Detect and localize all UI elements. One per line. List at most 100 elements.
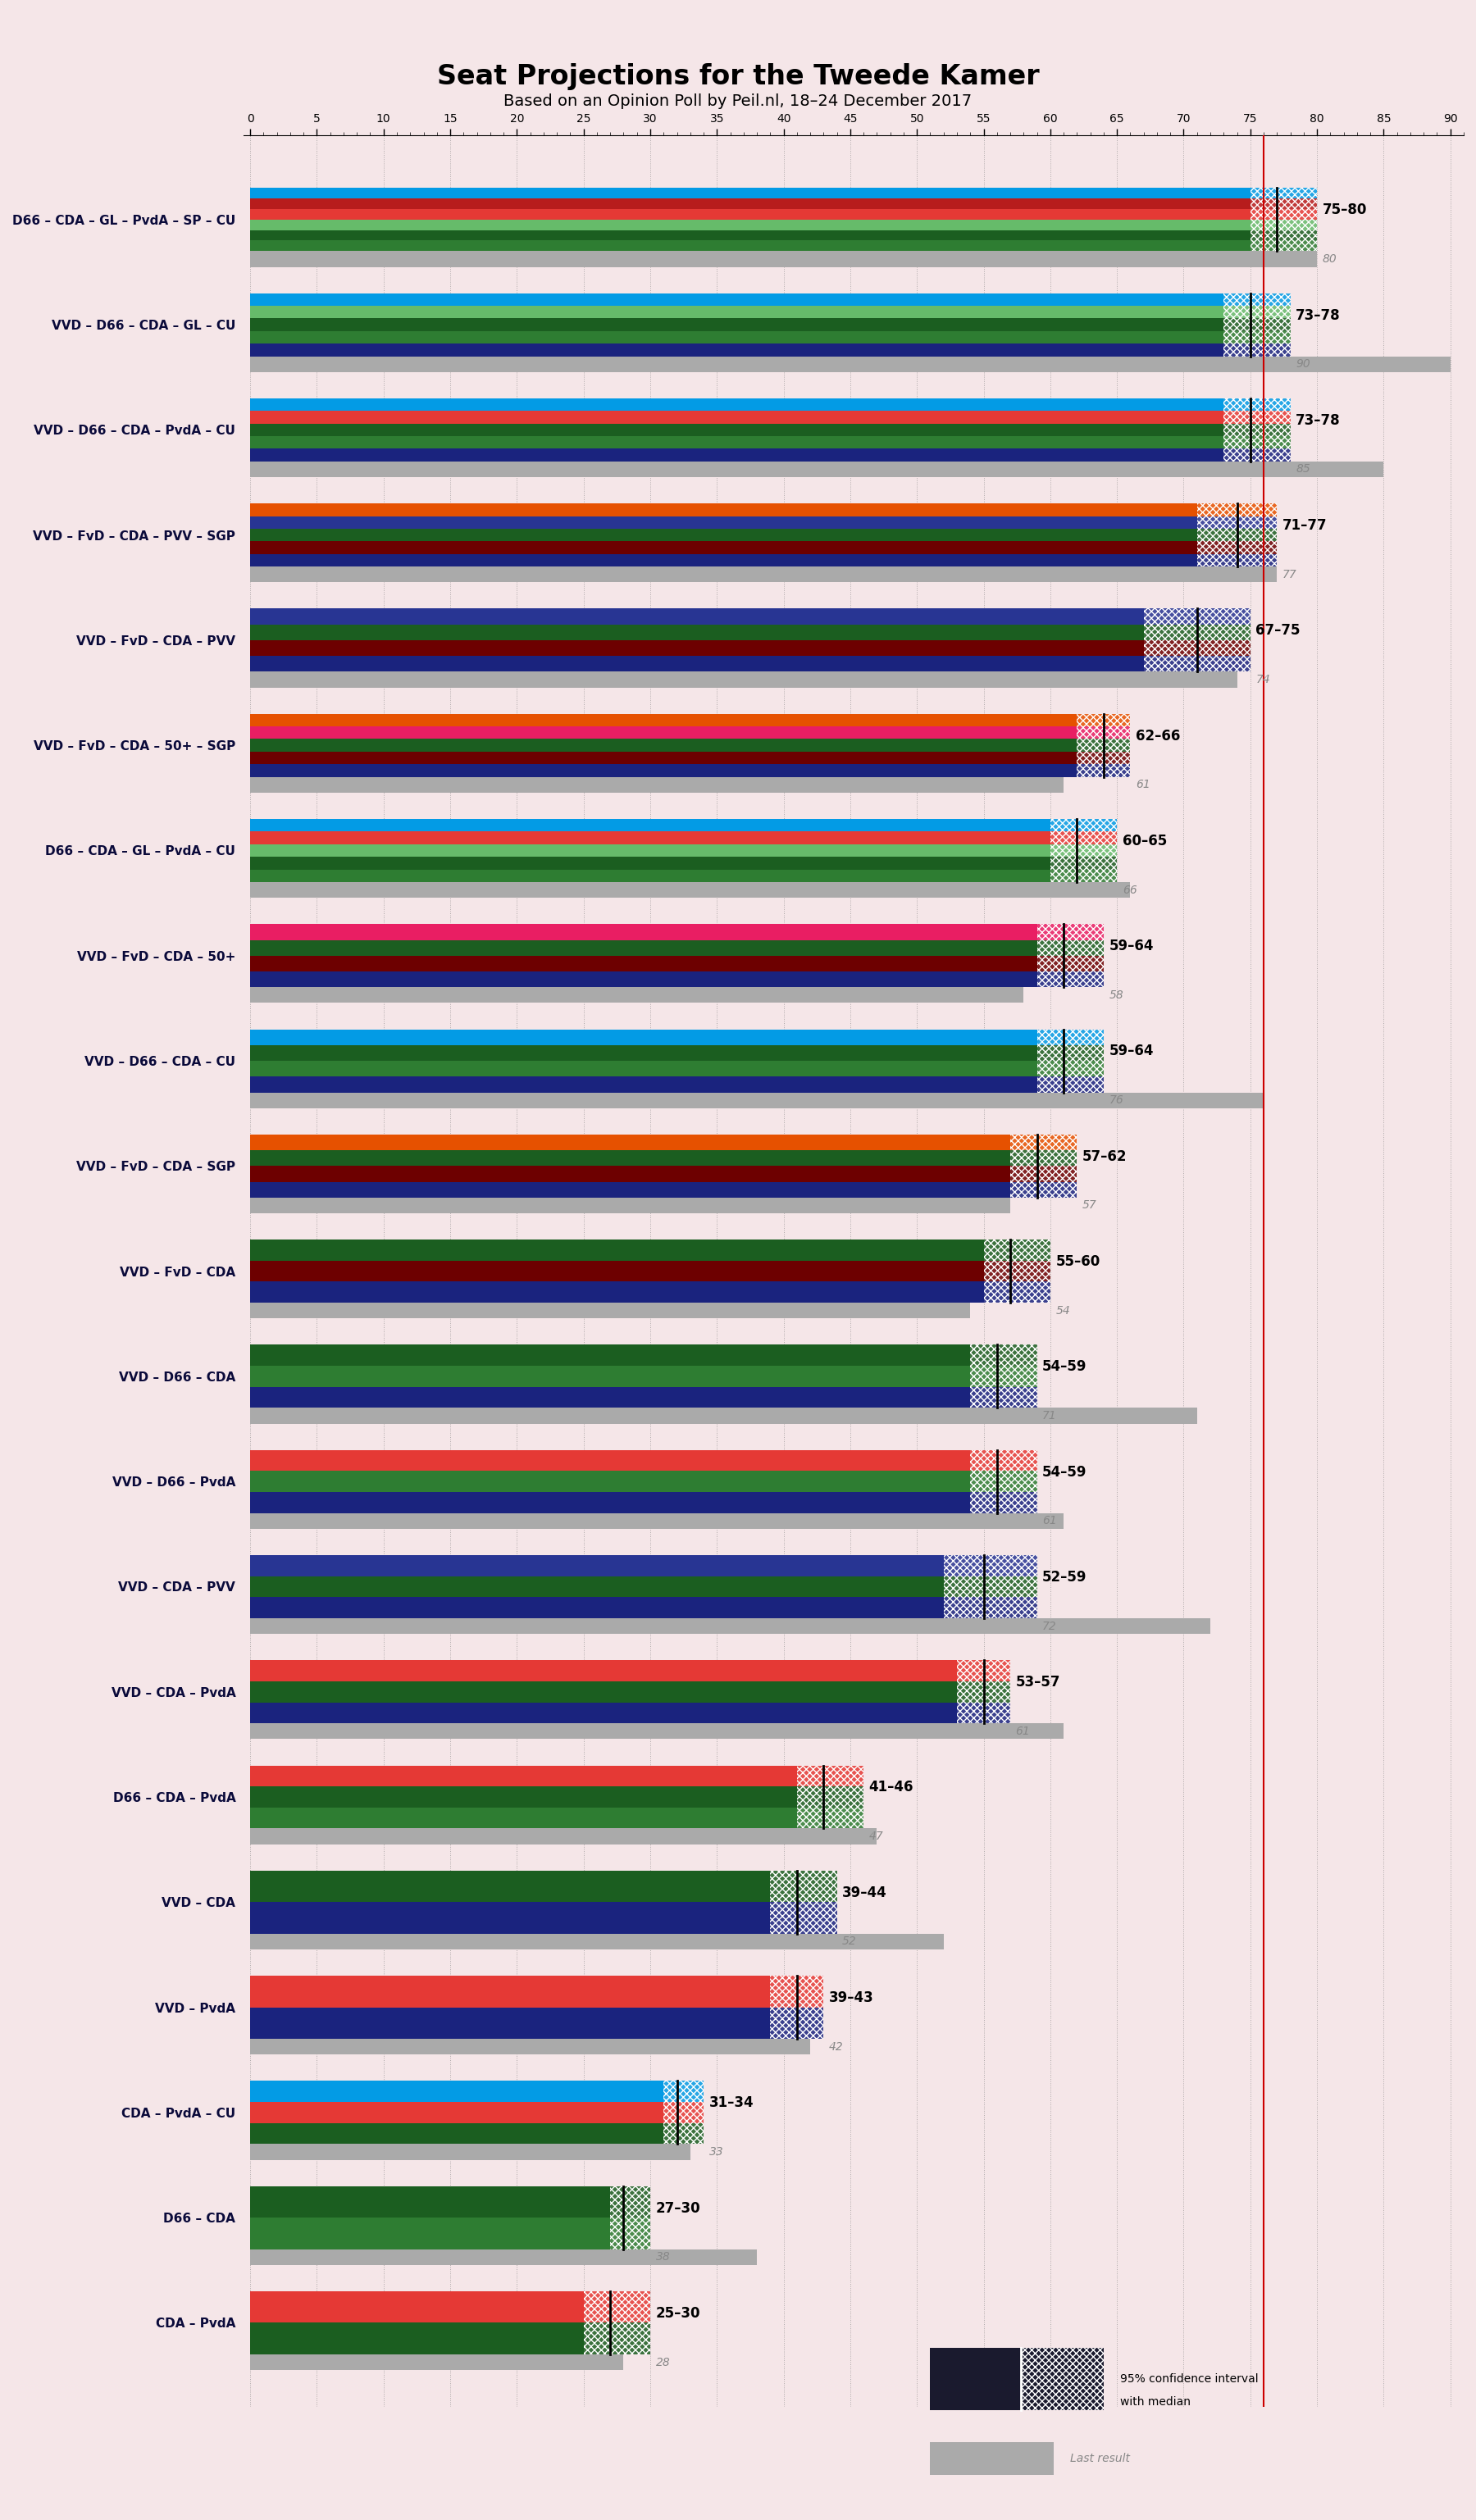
Bar <box>251 764 1077 776</box>
Bar <box>251 2250 757 2265</box>
Text: 60–65: 60–65 <box>1122 834 1168 849</box>
Bar <box>251 726 1077 738</box>
Bar <box>943 1575 1038 1598</box>
Bar <box>1250 189 1317 199</box>
Bar <box>1051 857 1117 869</box>
Bar <box>1197 529 1277 542</box>
Bar <box>797 1787 863 1807</box>
Bar <box>1144 640 1250 655</box>
Text: 57: 57 <box>1082 1200 1097 1212</box>
Bar <box>970 1366 1038 1386</box>
Text: 71: 71 <box>1042 1411 1057 1421</box>
Bar <box>956 1704 1010 1724</box>
Bar <box>610 2185 651 2218</box>
Bar <box>930 2442 1054 2475</box>
Text: 71–77: 71–77 <box>1283 519 1327 532</box>
Bar <box>983 1260 1051 1283</box>
Bar <box>251 1472 970 1492</box>
Text: 57–62: 57–62 <box>1082 1149 1128 1164</box>
Bar <box>1077 713 1131 726</box>
Bar <box>1224 423 1290 436</box>
Bar <box>1250 229 1317 239</box>
Bar <box>1144 625 1250 640</box>
Bar <box>1010 1149 1077 1167</box>
Bar <box>251 1303 970 1318</box>
Bar <box>1038 1046 1104 1061</box>
Bar <box>1077 713 1131 726</box>
Text: 39–43: 39–43 <box>830 1991 874 2006</box>
Bar <box>251 640 1144 655</box>
Bar <box>770 1976 824 2008</box>
Bar <box>1051 819 1117 832</box>
Text: 27–30: 27–30 <box>655 2200 701 2215</box>
Bar <box>983 1240 1051 1260</box>
Bar <box>251 1167 1010 1182</box>
Bar <box>983 1283 1051 1303</box>
Bar <box>1038 940 1104 955</box>
Bar <box>251 2082 664 2102</box>
Text: 61: 61 <box>1042 1515 1057 1527</box>
Bar <box>1224 318 1290 330</box>
Bar <box>251 2122 664 2145</box>
Text: 54: 54 <box>1055 1305 1070 1315</box>
Bar <box>251 1724 1064 1739</box>
Bar <box>943 1555 1038 1575</box>
Text: 61: 61 <box>1015 1726 1030 1736</box>
Bar <box>1224 423 1290 436</box>
Text: 62–66: 62–66 <box>1135 728 1181 743</box>
Text: 85: 85 <box>1296 464 1311 474</box>
Bar <box>1197 529 1277 542</box>
Bar <box>1250 189 1317 199</box>
Bar <box>1077 738 1131 751</box>
Bar <box>251 1283 983 1303</box>
Bar <box>251 832 1051 844</box>
Bar <box>664 2082 704 2102</box>
Bar <box>664 2122 704 2145</box>
Bar <box>770 1870 837 1903</box>
Bar <box>251 2218 610 2250</box>
Bar <box>1038 925 1104 940</box>
Bar <box>251 2323 583 2354</box>
Text: 59–64: 59–64 <box>1108 1043 1154 1058</box>
Bar <box>1197 517 1277 529</box>
Bar <box>251 2354 623 2371</box>
Bar <box>251 988 1024 1003</box>
Text: 73–78: 73–78 <box>1296 413 1340 428</box>
Bar <box>251 776 1064 794</box>
Text: 66: 66 <box>1122 885 1137 895</box>
Bar <box>1197 504 1277 517</box>
Bar <box>251 1149 1010 1167</box>
Bar <box>1077 726 1131 738</box>
Bar <box>251 2039 810 2054</box>
Bar <box>1051 844 1117 857</box>
Bar <box>251 1409 1197 1424</box>
Bar <box>956 1661 1010 1681</box>
Bar <box>1051 819 1117 832</box>
Bar <box>251 318 1224 330</box>
Bar <box>970 1386 1038 1409</box>
Bar <box>251 398 1224 411</box>
Bar <box>1250 229 1317 239</box>
Bar <box>251 673 1237 688</box>
Bar <box>1224 343 1290 355</box>
Bar <box>943 1575 1038 1598</box>
Bar <box>251 1449 970 1472</box>
Bar <box>251 461 1383 476</box>
Bar <box>770 1903 837 1933</box>
Bar <box>1250 199 1317 209</box>
Bar <box>1038 940 1104 955</box>
Bar <box>1010 1149 1077 1167</box>
Text: 80: 80 <box>1322 252 1337 265</box>
Bar <box>1051 844 1117 857</box>
Text: 33: 33 <box>708 2147 723 2157</box>
Text: 47: 47 <box>869 1830 884 1842</box>
Bar <box>1224 330 1290 343</box>
Bar <box>251 219 1250 229</box>
Bar <box>1051 832 1117 844</box>
Bar <box>251 1555 943 1575</box>
Bar <box>251 1091 1263 1109</box>
Bar <box>251 1618 1210 1633</box>
Bar <box>1010 1167 1077 1182</box>
Bar <box>1224 330 1290 343</box>
Text: 58: 58 <box>1108 990 1123 1000</box>
